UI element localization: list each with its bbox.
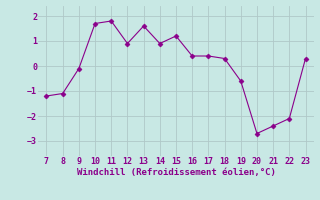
X-axis label: Windchill (Refroidissement éolien,°C): Windchill (Refroidissement éolien,°C) xyxy=(76,168,276,177)
